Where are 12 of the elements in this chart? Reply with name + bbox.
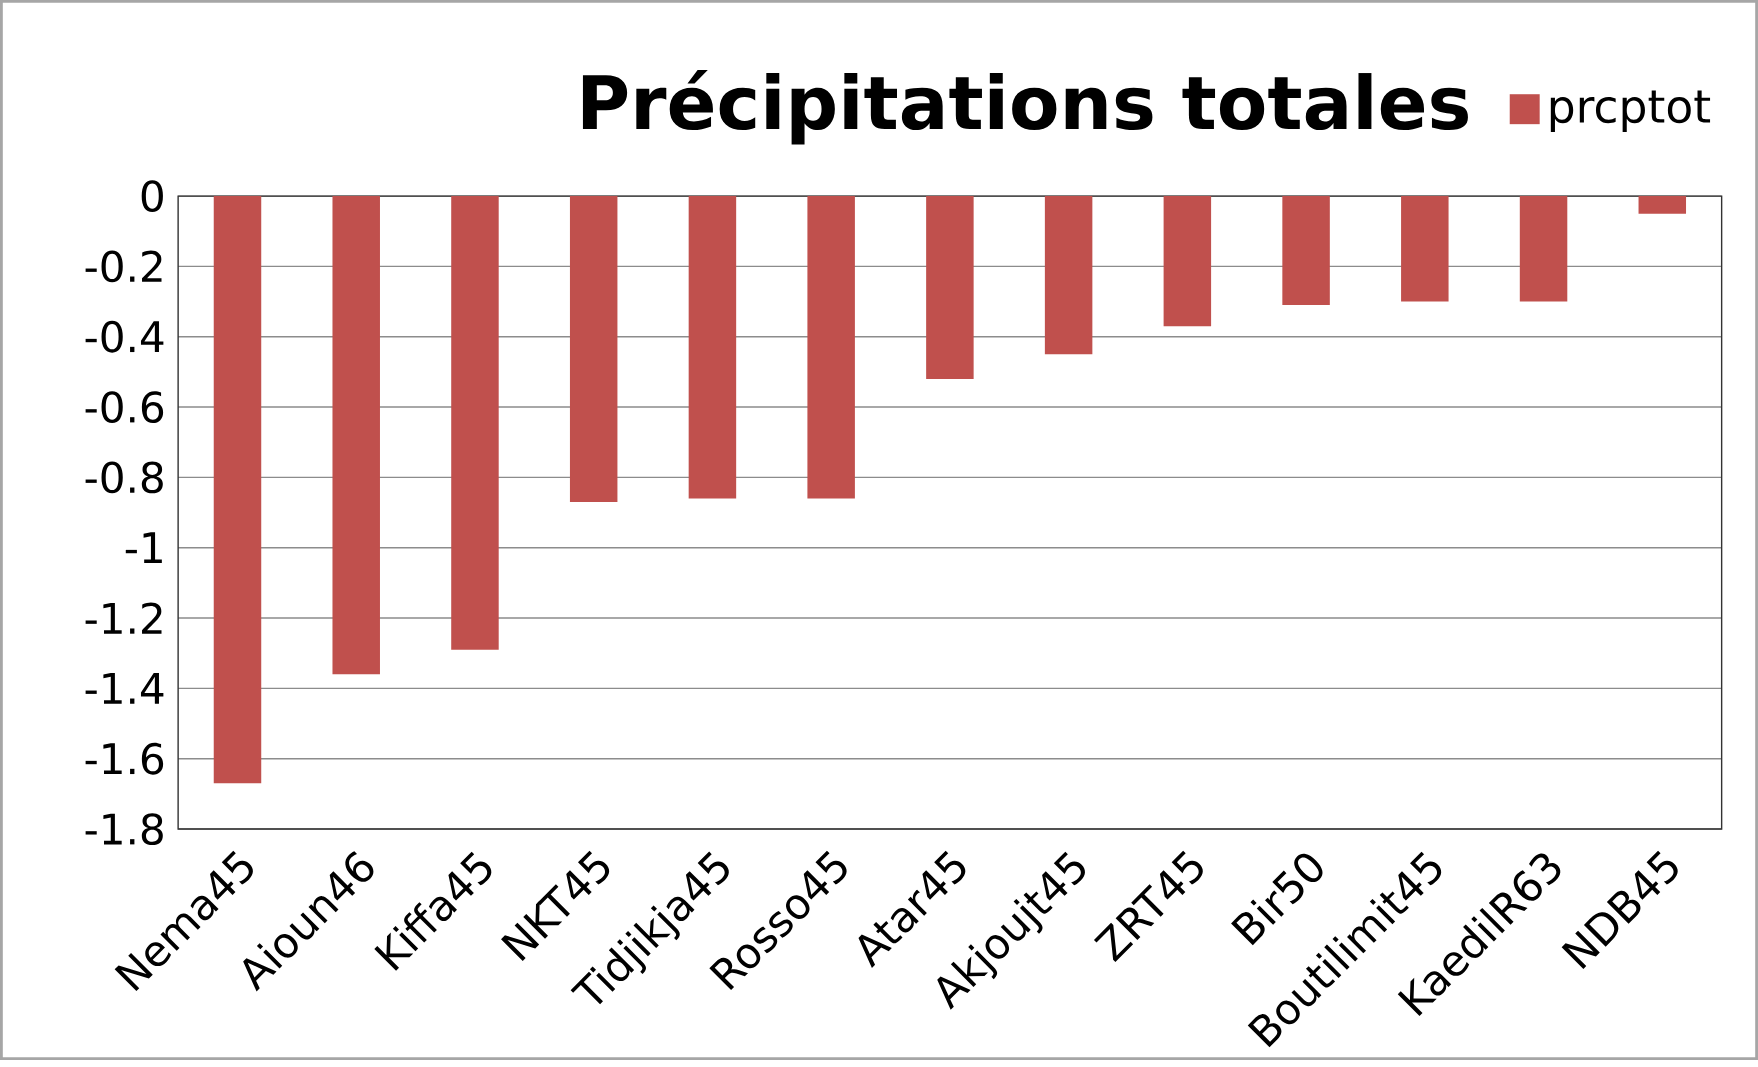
y-tick-label: -0.8 [85,461,163,494]
chart-title: Précipitations totales [582,70,1468,145]
y-tick-label: -0.2 [85,250,162,283]
y-tick-label: -1.2 [85,602,162,634]
y-tick-label: -1.6 [85,742,164,775]
y-tick-label: -1.4 [85,673,164,704]
y-tick-label: -0.4 [85,320,164,353]
y-tick-label: -0.6 [85,391,164,424]
legend-label: prcptot [1550,90,1711,133]
y-tick-label: -1.8 [85,813,163,845]
y-tick-label: 0 [141,180,163,213]
y-tick-label: -1 [125,532,162,564]
